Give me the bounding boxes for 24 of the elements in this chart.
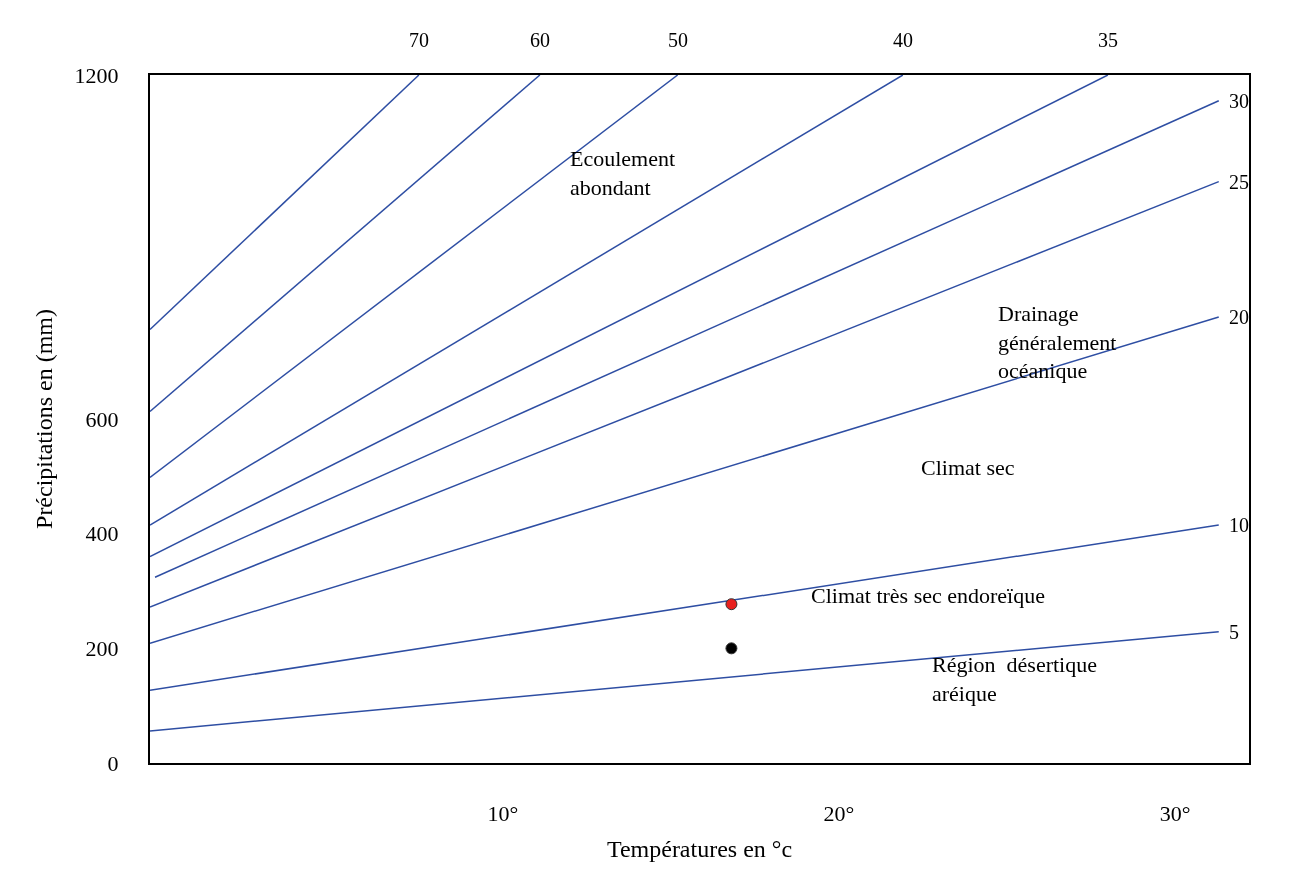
y-tick-label: 0: [107, 750, 119, 776]
y-tick-label: 600: [85, 406, 119, 432]
y-axis-title: Précipitations en (mm): [31, 309, 58, 529]
annotation: Région désertique aréique: [932, 652, 1097, 706]
x-axis-title: Températures en °c: [606, 836, 793, 863]
series-label: 5: [1229, 621, 1239, 643]
series-label: 10: [1229, 514, 1249, 536]
y-tick-label: 200: [85, 636, 119, 662]
series-label: 40: [893, 29, 913, 51]
series-label: 70: [409, 29, 429, 51]
x-tick-label: 20°: [823, 801, 855, 827]
annotation: Climat sec: [921, 455, 1015, 480]
series-label: 20: [1229, 306, 1249, 328]
series-label: 60: [530, 29, 550, 51]
x-tick-label: 10°: [487, 801, 519, 827]
y-tick-label: 400: [85, 521, 119, 547]
annotation: Ecoulement abondant: [570, 146, 676, 200]
series-label: 30: [1229, 90, 1249, 112]
series-label: 50: [668, 29, 688, 51]
x-tick-label: 30°: [1159, 801, 1191, 827]
y-tick-label: 1200: [74, 62, 119, 88]
annotation: Climat très sec endoreïque: [811, 583, 1045, 608]
series-label: 25: [1229, 171, 1249, 193]
series-label: 35: [1098, 29, 1118, 51]
